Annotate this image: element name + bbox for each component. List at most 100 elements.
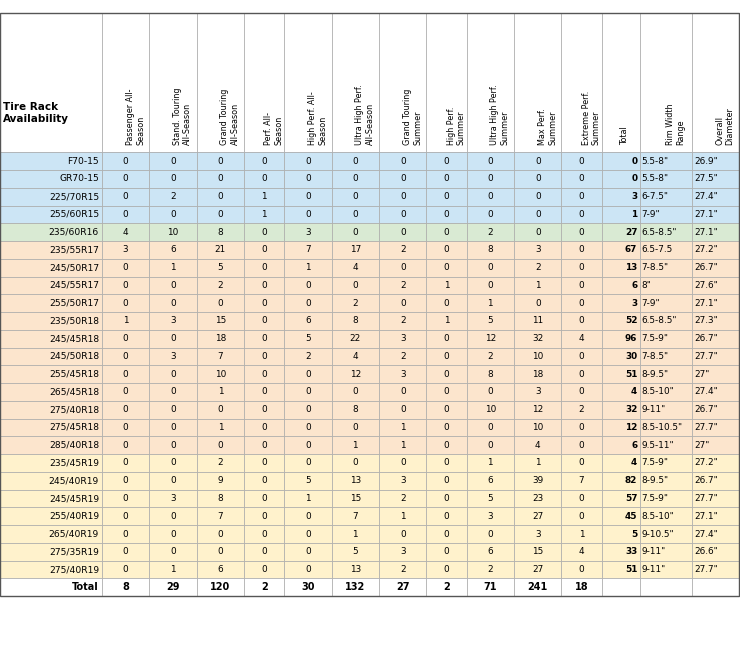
Bar — [514, 419, 562, 436]
Text: 255/60R15: 255/60R15 — [49, 210, 99, 219]
Text: 0: 0 — [535, 227, 540, 237]
Text: 2: 2 — [488, 227, 493, 237]
Text: 2: 2 — [400, 281, 406, 290]
Text: High Perf.
Summer: High Perf. Summer — [446, 106, 466, 145]
Bar — [602, 579, 639, 596]
Text: Passenger All-
Season: Passenger All- Season — [126, 88, 145, 145]
Text: 8: 8 — [218, 227, 223, 237]
Bar — [197, 436, 244, 454]
Text: 1: 1 — [352, 529, 358, 538]
Bar — [379, 543, 426, 561]
Text: 4: 4 — [579, 548, 585, 556]
Bar — [562, 259, 602, 277]
Text: 0: 0 — [305, 548, 311, 556]
Text: 2: 2 — [400, 565, 406, 574]
Text: 7.5-9": 7.5-9" — [642, 494, 669, 503]
Bar — [0, 152, 102, 170]
Text: 0: 0 — [444, 210, 449, 219]
Text: 0: 0 — [579, 174, 585, 183]
Text: 0: 0 — [218, 174, 223, 183]
Text: 1: 1 — [352, 441, 358, 450]
Bar — [514, 330, 562, 347]
Text: 0: 0 — [444, 388, 449, 397]
Bar — [332, 152, 379, 170]
Text: 0: 0 — [400, 157, 406, 166]
Bar — [379, 224, 426, 241]
Text: 1: 1 — [218, 388, 223, 397]
Text: 1: 1 — [444, 316, 449, 325]
Text: 27: 27 — [625, 227, 637, 237]
Bar — [467, 419, 514, 436]
Bar — [467, 277, 514, 294]
Bar — [467, 152, 514, 170]
Text: 9.5-11": 9.5-11" — [642, 441, 674, 450]
Text: 0: 0 — [444, 334, 449, 343]
Text: 26.6": 26.6" — [694, 548, 718, 556]
Bar — [102, 507, 149, 525]
Text: 0: 0 — [579, 388, 585, 397]
Bar — [197, 259, 244, 277]
Text: 8: 8 — [352, 316, 358, 325]
Bar — [426, 383, 467, 401]
Bar — [102, 436, 149, 454]
Bar — [562, 170, 602, 188]
Bar — [244, 170, 284, 188]
Bar — [379, 294, 426, 312]
Text: 0: 0 — [400, 529, 406, 538]
Bar — [0, 13, 102, 152]
Bar — [197, 170, 244, 188]
Text: 1: 1 — [400, 441, 406, 450]
Text: 51: 51 — [625, 565, 637, 574]
Bar — [284, 507, 332, 525]
Bar — [197, 525, 244, 543]
Bar — [149, 490, 197, 507]
Text: 27: 27 — [532, 512, 543, 521]
Text: 0: 0 — [261, 246, 267, 255]
Bar — [562, 561, 602, 579]
Bar — [284, 454, 332, 472]
Text: F70-15: F70-15 — [67, 157, 99, 166]
Text: 0: 0 — [305, 281, 311, 290]
Text: 10: 10 — [532, 352, 543, 361]
Bar — [562, 507, 602, 525]
Text: 0: 0 — [123, 565, 129, 574]
Text: 26.7": 26.7" — [694, 334, 718, 343]
Text: 0: 0 — [170, 299, 176, 308]
Text: 0: 0 — [488, 210, 493, 219]
Text: 1: 1 — [218, 423, 223, 432]
Bar — [514, 224, 562, 241]
Text: 3: 3 — [400, 370, 406, 378]
Bar — [602, 454, 639, 472]
Text: GR70-15: GR70-15 — [59, 174, 99, 183]
Text: 245/50R18: 245/50R18 — [49, 352, 99, 361]
Text: 2: 2 — [400, 494, 406, 503]
Text: 245/45R18: 245/45R18 — [49, 334, 99, 343]
Text: 1: 1 — [488, 459, 493, 467]
Text: 8.5-10": 8.5-10" — [642, 388, 674, 397]
Text: 0: 0 — [444, 459, 449, 467]
Text: 15: 15 — [532, 548, 543, 556]
Bar — [284, 383, 332, 401]
Bar — [332, 561, 379, 579]
Text: 2: 2 — [579, 405, 585, 414]
Bar — [0, 224, 102, 241]
Bar — [467, 472, 514, 490]
Bar — [514, 312, 562, 330]
Text: 5: 5 — [488, 494, 493, 503]
Bar — [426, 525, 467, 543]
Bar — [197, 454, 244, 472]
Bar — [639, 579, 692, 596]
Bar — [602, 436, 639, 454]
Bar — [102, 152, 149, 170]
Text: 0: 0 — [123, 157, 129, 166]
Text: 8: 8 — [488, 246, 493, 255]
Text: 23: 23 — [532, 494, 543, 503]
Text: 67: 67 — [625, 246, 637, 255]
Bar — [149, 294, 197, 312]
Bar — [467, 224, 514, 241]
Bar — [467, 294, 514, 312]
Bar — [244, 454, 284, 472]
Text: 0: 0 — [218, 192, 223, 201]
Text: 0: 0 — [579, 316, 585, 325]
Text: 7-9": 7-9" — [642, 210, 660, 219]
